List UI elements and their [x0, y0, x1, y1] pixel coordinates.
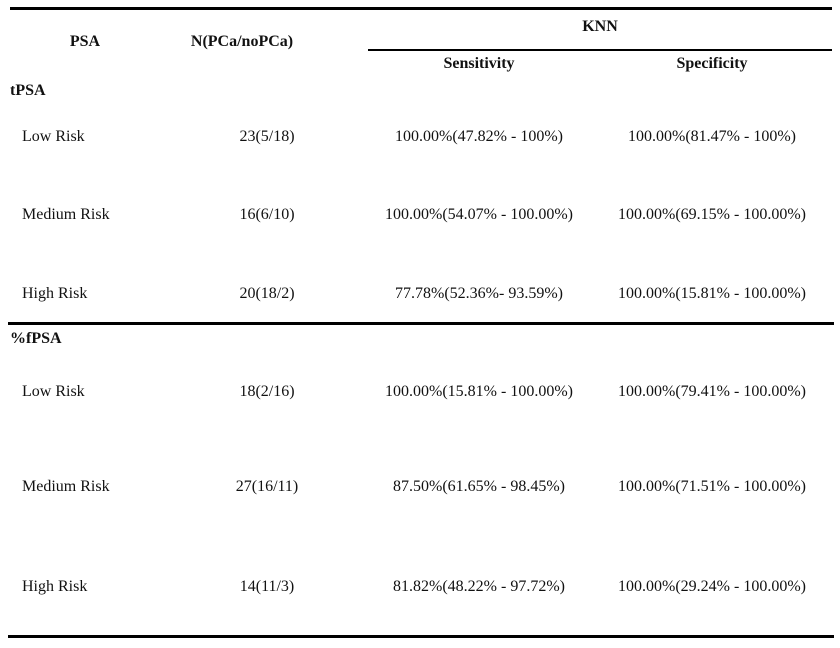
row-sensitivity-value: 100.00%(47.82% - 100%)	[395, 128, 563, 145]
row-label: Low Risk	[22, 128, 85, 145]
section-divider-rule	[8, 322, 834, 325]
row-sensitivity-value: 87.50%(61.65% - 98.45%)	[393, 478, 565, 495]
row-label: Medium Risk	[22, 206, 110, 223]
table-bottom-rule	[8, 635, 834, 638]
row-specificity-value: 100.00%(15.81% - 100.00%)	[618, 285, 806, 302]
row-n-value: 20(18/2)	[239, 285, 295, 302]
row-sensitivity-value: 100.00%(54.07% - 100.00%)	[385, 206, 573, 223]
row-sensitivity-value: 81.82%(48.22% - 97.72%)	[393, 578, 565, 595]
row-n-value: 18(2/16)	[239, 383, 295, 400]
row-n-value: 27(16/11)	[235, 478, 299, 495]
row-label: High Risk	[22, 285, 88, 302]
column-header-psa: PSA	[69, 33, 101, 50]
row-n-value: 16(6/10)	[239, 206, 295, 223]
row-specificity-value: 100.00%(79.41% - 100.00%)	[618, 383, 806, 400]
table-row: Medium Risk 16(6/10) 100.00%(54.07% - 10…	[0, 206, 830, 223]
row-specificity-value: 100.00%(69.15% - 100.00%)	[618, 206, 806, 223]
column-header-specificity: Specificity	[676, 55, 748, 72]
row-n-value: 14(11/3)	[239, 578, 295, 595]
row-label: High Risk	[22, 578, 88, 595]
row-sensitivity-value: 77.78%(52.36%- 93.59%)	[395, 285, 563, 302]
section-header-fpsa: %fPSA	[10, 330, 62, 347]
row-n-value: 23(5/18)	[239, 128, 295, 145]
row-label: Medium Risk	[22, 478, 110, 495]
row-specificity-value: 100.00%(81.47% - 100%)	[628, 128, 796, 145]
table-row: Low Risk 23(5/18) 100.00%(47.82% - 100%)…	[0, 128, 830, 145]
row-specificity-value: 100.00%(29.24% - 100.00%)	[618, 578, 806, 595]
table-top-rule	[10, 7, 832, 10]
table-row: High Risk 20(18/2) 77.78%(52.36%- 93.59%…	[0, 285, 830, 302]
section-header-tpsa: tPSA	[10, 82, 46, 99]
knn-group-underline	[368, 49, 832, 51]
column-header-sensitivity: Sensitivity	[443, 55, 515, 72]
column-group-header-knn: KNN	[582, 18, 618, 35]
table-row: High Risk 14(11/3) 81.82%(48.22% - 97.72…	[0, 578, 830, 595]
column-header-n-pca-nopca: N(PCa/noPCa)	[190, 33, 294, 50]
table-row: Low Risk 18(2/16) 100.00%(15.81% - 100.0…	[0, 383, 830, 400]
table-row: Medium Risk 27(16/11) 87.50%(61.65% - 98…	[0, 478, 830, 495]
row-sensitivity-value: 100.00%(15.81% - 100.00%)	[385, 383, 573, 400]
row-label: Low Risk	[22, 383, 85, 400]
row-specificity-value: 100.00%(71.51% - 100.00%)	[618, 478, 806, 495]
